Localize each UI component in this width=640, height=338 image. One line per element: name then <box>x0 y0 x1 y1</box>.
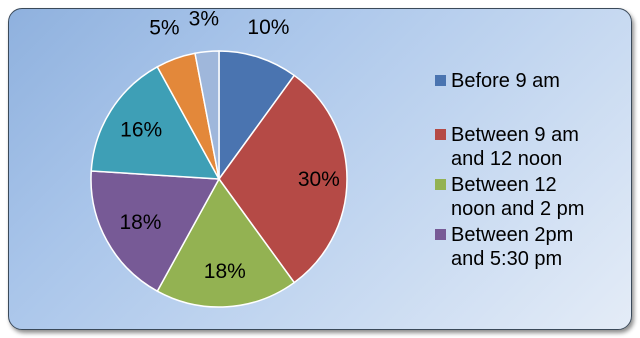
pie-slice <box>90 170 221 293</box>
pie-chart: 10% 30% 18% 18% 16% 5% 3% <box>90 9 348 308</box>
slice-label: 10% <box>247 16 289 39</box>
chart-frame: 10% 30% 18% 18% 16% 5% 3% Before 9 am Between … <box>8 8 632 330</box>
slice-label: 5% <box>149 16 179 39</box>
legend-swatch <box>435 229 446 240</box>
legend-item-9am-12noon: Between 9 am and 12 noon <box>427 123 631 171</box>
legend-item-before-9am: Before 9 am <box>427 69 631 93</box>
legend-label: and 12 noon <box>451 148 563 170</box>
legend-label: noon and 2 pm <box>451 198 585 220</box>
legend-label: Between 12 <box>451 174 557 196</box>
legend-label: Between 2pm <box>451 224 574 246</box>
legend: Before 9 am Between 9 am and 12 noon Bet… <box>427 69 631 271</box>
slice-label: 18% <box>119 211 161 234</box>
pie-slice <box>218 74 348 284</box>
legend-label: and 5:30 pm <box>451 248 563 270</box>
legend-item-2pm-530pm: Between 2pm and 5:30 pm <box>427 223 631 271</box>
pie-slice <box>156 177 296 308</box>
pie-slice <box>194 50 220 180</box>
slice-label: 30% <box>298 168 340 191</box>
legend-label: Before 9 am <box>451 70 560 92</box>
legend-swatch <box>435 129 446 140</box>
slice-label: 18% <box>204 260 246 283</box>
pie-slice <box>218 50 296 182</box>
legend-swatch <box>435 75 446 86</box>
legend-item-12noon-2pm: Between 12 noon and 2 pm <box>427 173 631 221</box>
slice-label: 3% <box>189 9 219 30</box>
pie-slice <box>90 65 221 180</box>
legend-label: Between 9 am <box>451 124 579 146</box>
slice-label: 16% <box>120 119 162 142</box>
legend-swatch <box>435 179 446 190</box>
